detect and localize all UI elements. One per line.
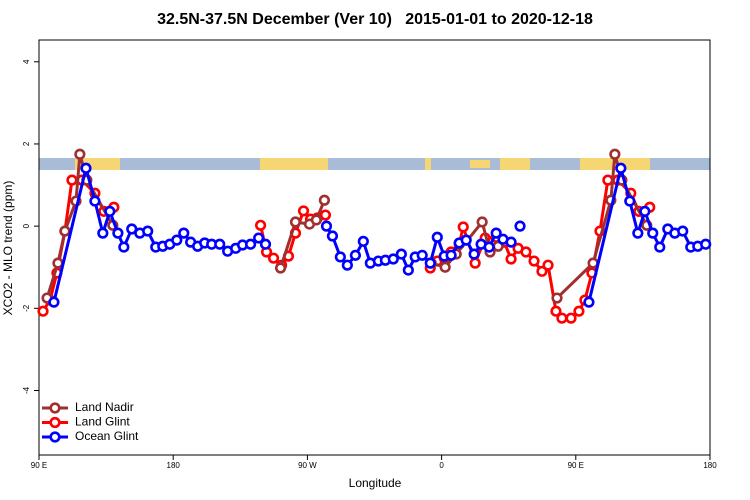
point <box>639 205 651 217</box>
point <box>112 227 124 239</box>
point <box>556 312 568 324</box>
point <box>214 238 226 250</box>
point <box>565 312 577 324</box>
point <box>97 227 109 239</box>
legend-label: Ocean Glint <box>75 429 139 443</box>
point <box>244 238 257 250</box>
point <box>178 227 190 239</box>
point <box>349 249 362 261</box>
point <box>357 235 369 247</box>
land-mask-strip <box>39 158 710 170</box>
point <box>320 220 333 232</box>
point <box>104 205 116 217</box>
point <box>341 259 353 271</box>
x-tick-label: 180 <box>703 461 717 470</box>
x-tick-label: 180 <box>167 461 181 470</box>
point <box>334 251 346 263</box>
legend-marker <box>49 431 61 443</box>
point <box>550 305 562 317</box>
point <box>490 227 502 239</box>
point <box>536 265 548 277</box>
point <box>289 216 302 228</box>
point <box>89 195 101 207</box>
point <box>74 148 86 160</box>
legend-marker <box>49 402 61 414</box>
point <box>253 232 265 244</box>
point <box>254 219 267 231</box>
legend-label: Land Nadir <box>75 400 134 414</box>
y-tick-label: 0 <box>22 223 31 228</box>
point <box>48 296 60 308</box>
point <box>647 227 659 239</box>
point <box>395 248 407 260</box>
point <box>520 246 532 258</box>
point <box>326 230 339 242</box>
point <box>700 238 712 250</box>
point <box>468 248 480 260</box>
point <box>573 305 585 317</box>
point <box>259 238 272 250</box>
point <box>431 231 443 243</box>
series-line <box>45 152 649 300</box>
point <box>274 262 287 274</box>
point <box>476 216 488 228</box>
point <box>171 234 183 246</box>
point <box>457 221 469 233</box>
point <box>469 257 481 269</box>
point <box>505 236 517 248</box>
x-axis-title: Longitude <box>349 476 402 490</box>
point <box>66 174 78 186</box>
point <box>416 249 428 261</box>
y-tick-label: 2 <box>22 141 31 146</box>
point <box>445 249 457 261</box>
point <box>505 253 517 265</box>
point <box>59 225 71 237</box>
legend-label: Land Glint <box>75 415 130 429</box>
point <box>439 261 451 273</box>
x-tick-label: 90 E <box>31 461 47 470</box>
point <box>318 194 330 206</box>
point <box>615 162 627 174</box>
point <box>118 241 130 253</box>
y-axis-title: XCO2 - MLO trend (ppm) <box>1 181 15 316</box>
plot-frame <box>38 39 711 456</box>
point <box>424 257 436 269</box>
point <box>387 253 399 265</box>
point <box>310 214 322 226</box>
point <box>402 264 414 276</box>
point <box>267 252 280 264</box>
point <box>542 259 554 271</box>
point <box>52 257 64 269</box>
point <box>460 234 472 246</box>
point <box>528 255 540 267</box>
point <box>319 209 332 221</box>
x-tick-label: 90 E <box>568 461 584 470</box>
point <box>609 148 621 160</box>
y-tick-label: 4 <box>22 59 31 64</box>
point <box>514 220 526 232</box>
point <box>142 225 154 237</box>
y-tick-label: -2 <box>22 304 31 312</box>
point <box>632 227 644 239</box>
x-tick-label: 90 W <box>298 461 317 470</box>
y-tick-label: -4 <box>22 386 31 394</box>
point <box>551 292 563 304</box>
chart-title: 32.5N-37.5N December (Ver 10) 2015-01-01… <box>157 11 593 28</box>
point <box>654 241 666 253</box>
point <box>80 162 92 174</box>
point <box>624 195 636 207</box>
point <box>583 296 595 308</box>
point <box>37 305 49 317</box>
point <box>297 205 310 217</box>
point <box>483 241 495 253</box>
legend-marker <box>49 416 61 429</box>
point <box>677 225 689 237</box>
x-tick-label: 0 <box>439 461 444 470</box>
